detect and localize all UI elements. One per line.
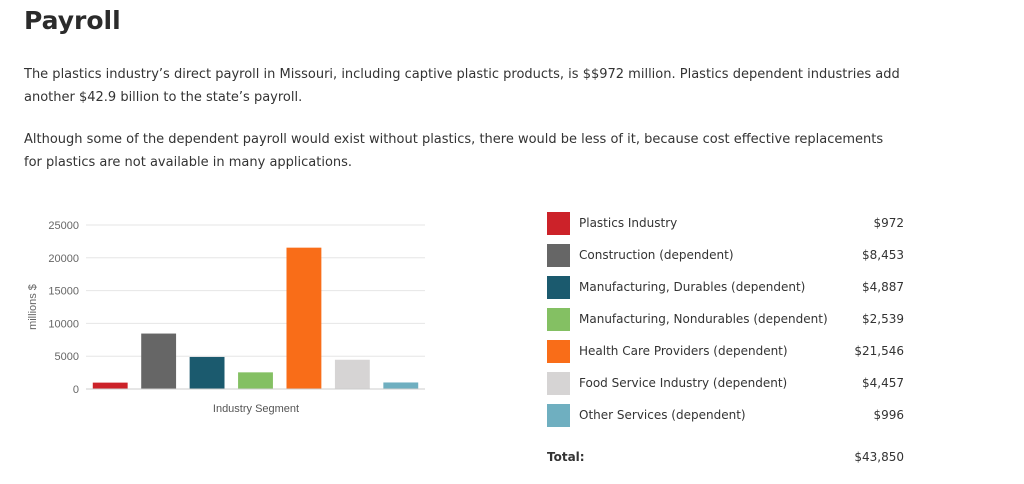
- legend-row: Other Services (dependent) $996: [547, 403, 907, 435]
- legend-value: $4,887: [862, 280, 904, 294]
- y-tick-label: 10000: [48, 318, 79, 330]
- y-tick-label: 20000: [48, 253, 79, 265]
- legend-swatch: [547, 308, 570, 331]
- chart-gridlines: [86, 224, 425, 357]
- legend-value: $8,453: [862, 248, 904, 262]
- y-tick-label: 15000: [48, 286, 79, 298]
- legend-swatch: [547, 340, 570, 363]
- bar-2: [189, 356, 225, 389]
- bar-3: [238, 372, 273, 389]
- legend-label: Manufacturing, Durables (dependent): [579, 280, 806, 294]
- legend-value: $21,546: [854, 344, 904, 358]
- legend-row: Manufacturing, Nondurables (dependent) $2…: [547, 307, 907, 339]
- legend-swatch: [547, 372, 570, 395]
- page-title: Payroll: [24, 6, 121, 35]
- y-tick-label: 25000: [48, 220, 79, 232]
- y-axis-ticks: 0 5000 10000 15000 20000 25000: [48, 220, 79, 396]
- legend-label: Food Service Industry (dependent): [579, 376, 788, 390]
- payroll-bar-chart: 0 5000 10000 15000 20000 25000 Industry Segme…: [27, 220, 425, 415]
- y-tick-label: 5000: [55, 351, 79, 363]
- legend-row: Manufacturing, Durables (dependent) $4,88…: [547, 275, 907, 307]
- legend-total-row: Total: $43,850: [547, 445, 907, 465]
- legend-row: Food Service Industry (dependent) $4,457: [547, 371, 907, 403]
- legend-value: $996: [873, 408, 904, 422]
- chart-legend: Plastics Industry $972 Construction (depen…: [547, 211, 907, 465]
- legend-label: Manufacturing, Nondurables (dependent): [579, 312, 828, 326]
- legend-value: $972: [873, 216, 904, 230]
- legend-label: Other Services (dependent): [579, 408, 746, 422]
- intro-paragraph: The plastics industry’s direct payroll i…: [24, 67, 900, 105]
- total-label: Total:: [547, 450, 585, 464]
- legend-swatch: [547, 212, 570, 235]
- bar-6: [383, 382, 419, 389]
- detail-paragraph: Although some of the dependent payroll w…: [24, 132, 884, 170]
- legend-swatch: [547, 404, 570, 427]
- legend-label: Health Care Providers (dependent): [579, 344, 788, 358]
- bar-5: [334, 359, 370, 389]
- legend-swatch: [547, 276, 570, 299]
- legend-row: Health Care Providers (dependent) $21,546: [547, 339, 907, 371]
- y-tick-label: 0: [73, 384, 79, 396]
- legend-value: $4,457: [862, 376, 904, 390]
- legend-row: Construction (dependent) $8,453: [547, 243, 907, 275]
- y-axis-label: millions $: [27, 284, 39, 330]
- legend-value: $2,539: [862, 312, 904, 326]
- legend-rows: Plastics Industry $972 Construction (depen…: [547, 211, 907, 435]
- legend-label: Construction (dependent): [579, 248, 734, 262]
- legend-row: Plastics Industry $972: [547, 211, 907, 243]
- legend-label: Plastics Industry: [579, 216, 678, 230]
- bar-4: [286, 247, 322, 389]
- chart-bars: [92, 247, 419, 389]
- x-axis-label: Industry Segment: [213, 403, 299, 415]
- legend-swatch: [547, 244, 570, 267]
- total-value: $43,850: [854, 450, 904, 464]
- bar-1: [141, 333, 177, 389]
- bar-0: [92, 382, 128, 389]
